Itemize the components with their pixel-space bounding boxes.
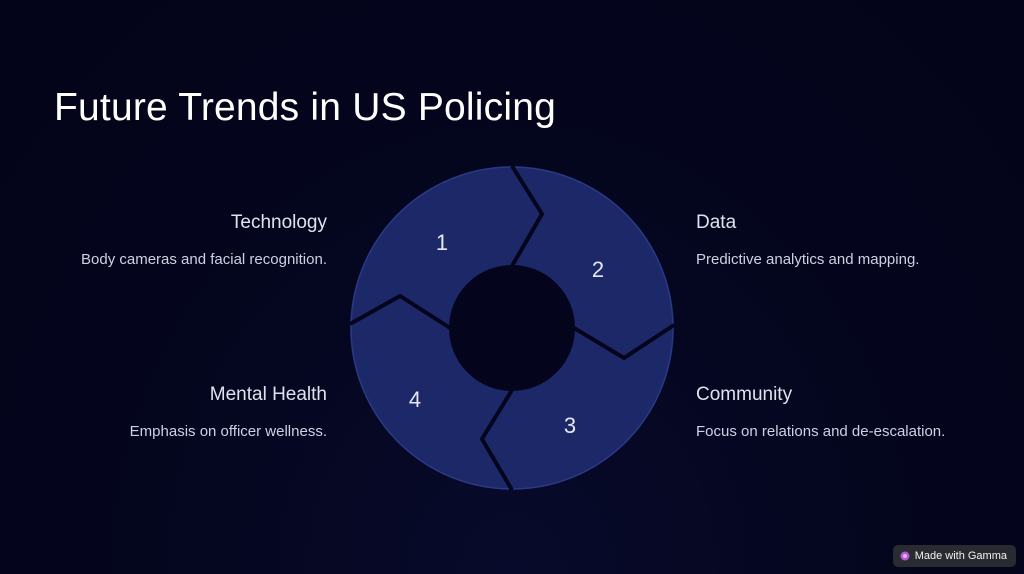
mental-health-title: Mental Health bbox=[209, 384, 327, 405]
segment-separators bbox=[350, 166, 674, 490]
technology-description: Body cameras and facial recognition. bbox=[81, 251, 327, 268]
separator-1-2 bbox=[510, 166, 545, 267]
gamma-logo-icon bbox=[900, 551, 910, 561]
data-description: Predictive analytics and mapping. bbox=[696, 251, 920, 268]
separator-4-1 bbox=[350, 293, 452, 330]
slide-title: Future Trends in US Policing bbox=[54, 86, 556, 129]
community-title: Community bbox=[696, 384, 793, 405]
made-with-gamma-badge[interactable]: Made with Gamma bbox=[892, 545, 1016, 567]
segment-number-4: 4 bbox=[409, 387, 421, 412]
data-title: Data bbox=[696, 212, 737, 233]
cycle-diagram: 1 2 3 4 bbox=[350, 166, 674, 490]
segment-number-3: 3 bbox=[564, 413, 576, 438]
segment-number-1: 1 bbox=[436, 230, 448, 255]
separator-3-4 bbox=[479, 388, 514, 490]
separator-2-3 bbox=[572, 323, 674, 361]
technology-title: Technology bbox=[230, 212, 327, 233]
mental-health-description: Emphasis on officer wellness. bbox=[129, 423, 327, 440]
ring-hole bbox=[449, 265, 575, 391]
community-description: Focus on relations and de-escalation. bbox=[696, 423, 946, 440]
segment-number-2: 2 bbox=[592, 257, 604, 282]
ring bbox=[350, 166, 674, 490]
badge-label: Made with Gamma bbox=[914, 550, 1007, 562]
